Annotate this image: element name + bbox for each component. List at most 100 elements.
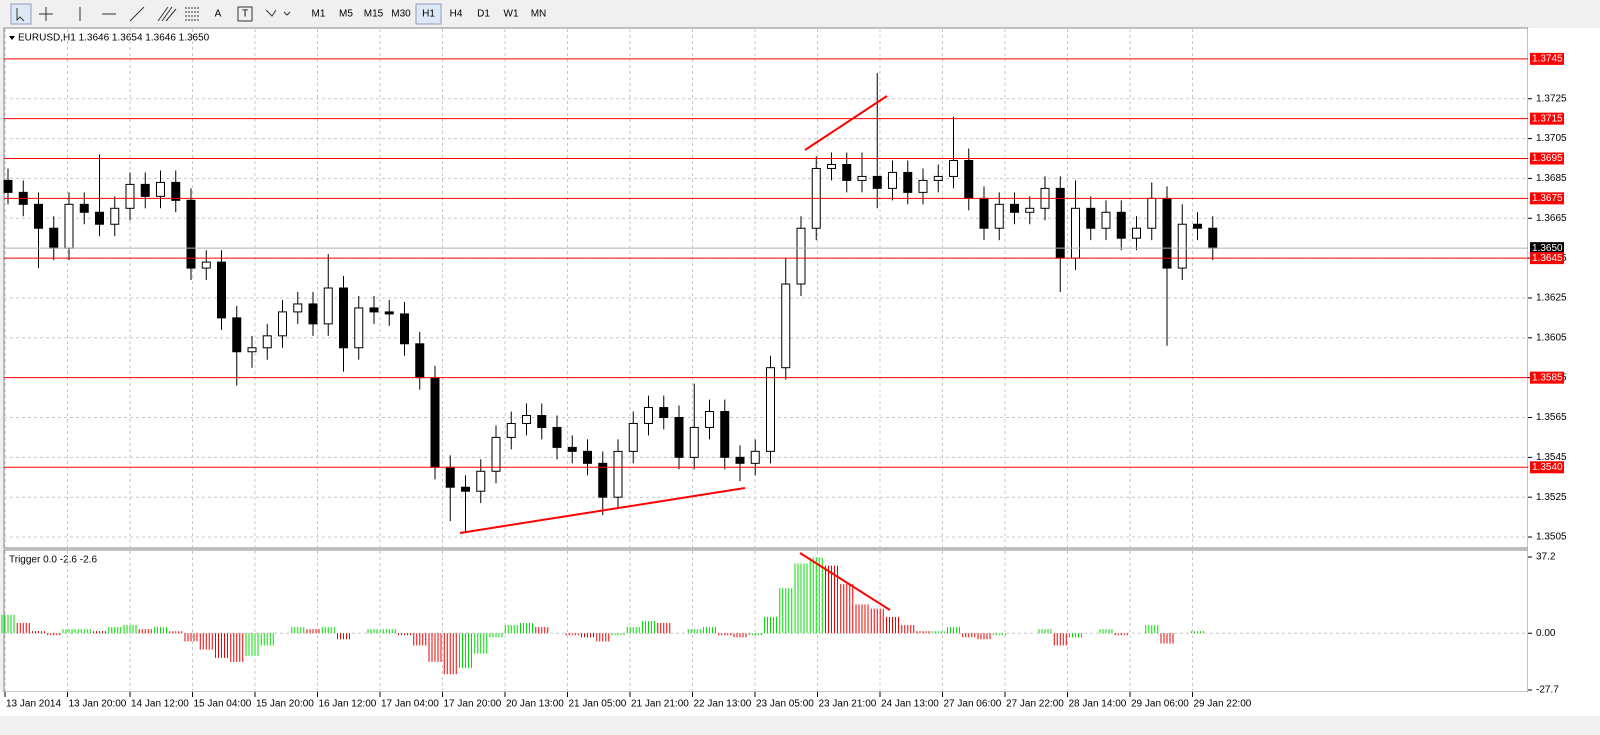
candle-body [613,450,623,498]
candle-body [506,422,516,438]
level-label: 1.3585 [1532,372,1563,383]
trendline-tool[interactable] [129,6,145,22]
y-tick-label: 1.3705 [1536,133,1567,144]
candle-body [872,175,882,189]
candle-body [918,179,928,193]
candle-body [49,227,59,249]
candle-body [171,181,181,201]
current-price-box [1530,242,1564,255]
candle-body [674,417,684,458]
indicator-panel [3,549,1529,693]
arrows-tool[interactable] [265,9,291,17]
level-label-box [1530,152,1564,165]
level-label: 1.3645 [1532,253,1563,264]
text-tool[interactable]: A [215,9,222,20]
timeframe-button[interactable]: D1 [477,9,490,20]
x-tick-label: 23 Jan 21:00 [819,699,877,710]
candle-body [186,199,196,269]
fibo-tool[interactable] [185,7,199,21]
level-label-box [1530,52,1564,65]
active-timeframe [415,3,442,25]
indicator-title: Trigger 0.0 -2.6 -2.6 [9,555,97,566]
timeframe-button[interactable]: MN [531,9,547,20]
candle-body [369,307,379,313]
candle-body [735,456,745,464]
timeframe-button[interactable]: M15 [364,9,384,20]
drawings [459,95,891,611]
label-tool-letter: T [242,9,248,20]
candle-body [903,171,913,193]
crosshair-tool[interactable] [39,7,53,21]
candle-body [79,203,89,213]
x-tick-label: 27 Jan 22:00 [1006,699,1064,710]
level-label: 1.3675 [1532,193,1563,204]
tool-icons [10,3,291,25]
candle-body [110,207,120,225]
candle-body [491,436,501,472]
candle-body [476,470,486,492]
candle-body [1193,223,1202,229]
candle-body [583,450,592,464]
price-axis [1528,28,1600,692]
y-tick-label: 1.3665 [1536,213,1567,224]
candle-body [1025,207,1035,213]
candle-body [552,426,562,448]
candle-body [64,203,74,249]
candle-body [766,367,775,452]
time-axis [0,692,1600,716]
x-tick-label: 20 Jan 13:00 [506,699,564,710]
candle-body [827,163,836,169]
candle-body [430,377,440,468]
x-tick-label: 27 Jan 06:00 [944,699,1002,710]
candle-body [354,307,364,349]
x-tick-label: 24 Jan 13:00 [881,699,939,710]
x-tick-label: 21 Jan 05:00 [569,699,627,710]
candle-body [156,181,165,197]
header-arrow [9,36,15,40]
candle-body [262,335,272,349]
candle-body [232,317,242,353]
candle-body [628,422,638,452]
x-tick-label: 15 Jan 04:00 [194,699,252,710]
candle-body [750,450,760,464]
candle-body [1208,227,1218,249]
candle-body [933,175,943,181]
indicator-trendline [799,552,891,611]
candle-body [293,303,303,313]
timeframe-button[interactable]: W1 [504,9,519,20]
cursor-tool[interactable] [10,3,32,25]
candle-body [888,171,897,189]
candle-body [949,159,958,177]
resistance-trendline [804,95,888,151]
toolbar [0,0,1600,27]
level-label-box [1530,371,1564,384]
candle-body [415,343,425,379]
level-label-box [1530,192,1564,205]
candle-body [247,347,257,353]
y-tick-label: 1.3625 [1536,293,1567,304]
timeframe-button[interactable]: M5 [339,9,353,20]
x-tick-label: 14 Jan 12:00 [131,699,189,710]
timeframe-button[interactable]: H4 [450,9,463,20]
label-tool[interactable] [237,6,253,22]
timeframe-button[interactable]: M30 [391,9,411,20]
timeframe-button[interactable]: M1 [312,9,326,20]
candle-body [994,203,1004,229]
timeframe-button[interactable]: H1 [422,9,435,20]
y-tick-label: -27.7 [1536,685,1559,696]
y-tick-label: 1.3525 [1536,492,1567,503]
candle-body [964,159,974,199]
candle-body [781,283,791,369]
current-price-label: 1.3650 [1532,243,1563,254]
x-tick-label: 13 Jan 2014 [6,699,61,710]
x-tick-label: 23 Jan 05:00 [756,699,814,710]
candle-body [217,261,226,319]
channel-tool[interactable] [157,6,177,22]
support-trendline [459,487,746,534]
candle-body [857,175,867,181]
marks [1,29,1528,691]
candle-body [1132,227,1141,239]
x-tick-label: 21 Jan 21:00 [631,699,689,710]
candle-body [1147,197,1157,229]
level-label: 1.3715 [1532,113,1563,124]
